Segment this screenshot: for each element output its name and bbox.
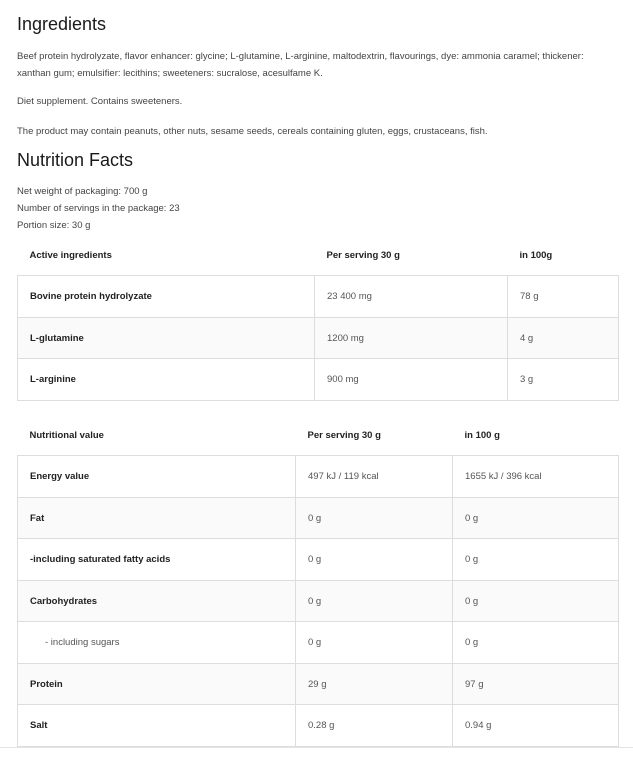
header-cell: in 100g	[519, 250, 553, 261]
per-100g-value: 0 g	[452, 580, 619, 622]
ingredient-name: L-arginine	[17, 358, 315, 401]
nutrient-name: Carbohydrates	[17, 580, 296, 622]
per-serving-value: 0 g	[295, 497, 453, 539]
per-100g-value: 0 g	[452, 497, 619, 539]
per-100g-value: 78 g	[507, 275, 619, 318]
nutrient-name: Salt	[17, 704, 296, 747]
per-100g-value: 97 g	[452, 663, 619, 705]
ingredients-heading: Ingredients	[17, 14, 107, 34]
ingredient-name: L-glutamine	[17, 317, 315, 359]
nutrient-name: Energy value	[17, 455, 296, 498]
diet-note: Diet supplement. Contains sweeteners.	[17, 96, 183, 107]
allergen-note: The product may contain peanuts, other n…	[17, 126, 488, 137]
per-serving-value: 0 g	[295, 621, 453, 664]
per-100g-value: 0.94 g	[452, 704, 619, 747]
header-cell: Nutritional value	[29, 429, 104, 441]
nutrient-name: -including saturated fatty acids	[17, 538, 296, 581]
per-serving-value: 497 kJ / 119 kcal	[295, 455, 453, 498]
nutrient-name: - including sugars	[17, 621, 296, 664]
table-row: - including sugars 0 g 0 g	[17, 621, 619, 664]
per-100g-value: 4 g	[507, 317, 619, 359]
table-header-row: Nutritional value Per serving 30 g in 10…	[18, 415, 619, 456]
nutrient-name: Protein	[17, 663, 296, 705]
per-serving-value: 0 g	[295, 538, 453, 581]
active-ingredients-table: Active ingredients Per serving 30 g in 1…	[17, 236, 619, 401]
per-serving-value: 29 g	[295, 663, 453, 705]
servings-count: Number of servings in the package: 23	[17, 203, 180, 214]
per-serving-value: 0.28 g	[295, 704, 453, 747]
per-100g-value: 0 g	[452, 538, 619, 581]
per-100g-value: 3 g	[507, 358, 619, 401]
header-cell: Per serving 30 g	[307, 429, 381, 441]
table-row: Carbohydrates 0 g 0 g	[17, 580, 619, 622]
table-row: Fat 0 g 0 g	[17, 497, 619, 539]
header-cell: Active ingredients	[29, 250, 112, 261]
table-row: Salt 0.28 g 0.94 g	[17, 704, 619, 747]
header-cell: Per serving 30 g	[326, 250, 400, 261]
per-serving-value: 23 400 mg	[314, 275, 508, 318]
per-100g-value: 1655 kJ / 396 kcal	[452, 455, 619, 498]
ingredient-name: Bovine protein hydrolyzate	[17, 275, 315, 318]
nutrient-name: Fat	[17, 497, 296, 539]
header-cell: in 100 g	[464, 429, 500, 441]
ingredients-text: Beef protein hydrolyzate, flavor enhance…	[17, 51, 584, 79]
table-row: Energy value 497 kJ / 119 kcal 1655 kJ /…	[17, 455, 619, 498]
table-row: Protein 29 g 97 g	[17, 663, 619, 705]
divider	[0, 747, 633, 748]
per-serving-value: 1200 mg	[314, 317, 508, 359]
per-100g-value: 0 g	[452, 621, 619, 664]
per-serving-value: 900 mg	[314, 358, 508, 401]
table-row: L-arginine 900 mg 3 g	[17, 358, 619, 401]
per-serving-value: 0 g	[295, 580, 453, 622]
table-header-row: Active ingredients Per serving 30 g in 1…	[18, 236, 619, 276]
table-row: Bovine protein hydrolyzate 23 400 mg 78 …	[17, 275, 619, 318]
table-row: L-glutamine 1200 mg 4 g	[17, 317, 619, 359]
table-row: -including saturated fatty acids 0 g 0 g	[17, 538, 619, 581]
nutritional-value-table: Nutritional value Per serving 30 g in 10…	[17, 415, 619, 747]
portion-size: Portion size: 30 g	[17, 220, 91, 231]
net-weight: Net weight of packaging: 700 g	[17, 186, 148, 197]
nutrition-heading: Nutrition Facts	[17, 150, 134, 170]
